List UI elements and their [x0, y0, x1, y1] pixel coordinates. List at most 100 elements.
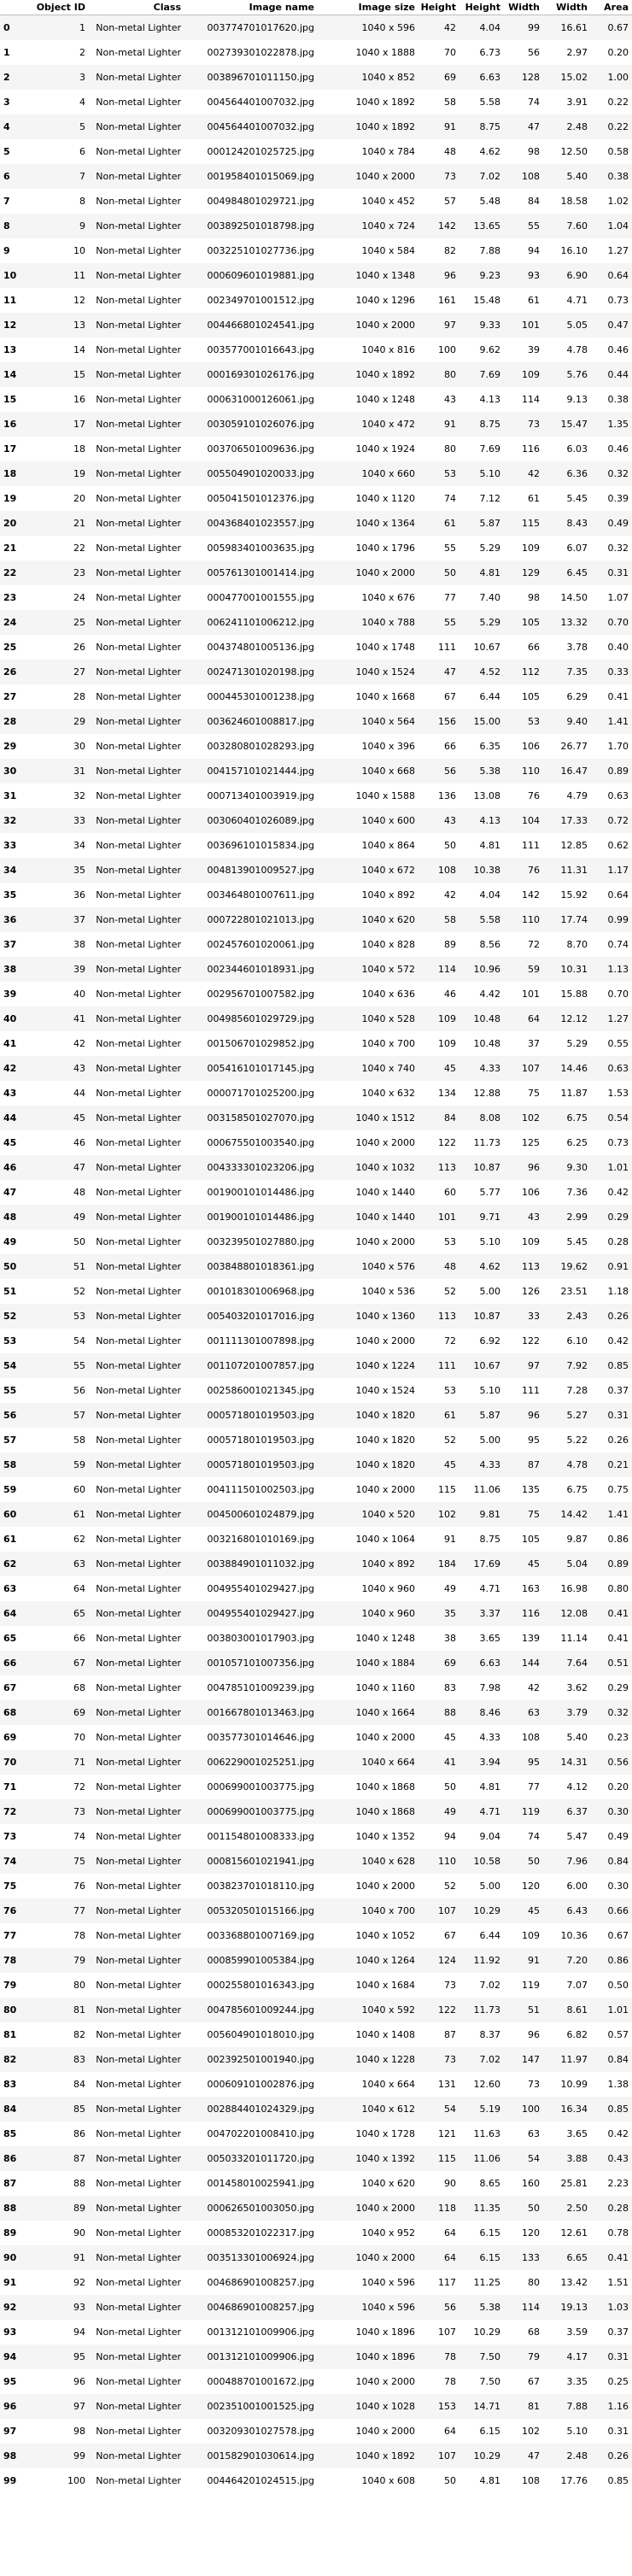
- table-cell: 1040 x 960: [361, 1582, 416, 1594]
- table-cell: Non-metal Lighter: [96, 2177, 181, 2189]
- table-cell: 75: [73, 1855, 85, 1867]
- table-cell: 0.22: [607, 120, 629, 132]
- table-cell: 122: [438, 1136, 456, 1148]
- table-cell: 33: [528, 1310, 540, 1322]
- table-cell: 1040 x 1728: [355, 2127, 416, 2139]
- row-index: 21: [3, 542, 17, 554]
- table-cell: 005983401003635.jpg: [207, 542, 315, 554]
- table-cell: 50: [444, 839, 456, 851]
- table-cell: 0.70: [607, 616, 629, 628]
- table-cell: 4.33: [479, 1731, 501, 1743]
- table-cell: 63: [73, 1558, 85, 1570]
- table-cell: 0.75: [607, 1483, 629, 1495]
- table-cell: 107: [438, 2450, 456, 2462]
- table-cell: 1040 x 852: [361, 71, 416, 83]
- table-cell: 107: [438, 2326, 456, 2338]
- table-cell: 32: [73, 789, 85, 801]
- row-index: 29: [3, 740, 17, 752]
- table-cell: 63: [528, 2127, 540, 2139]
- table-cell: 134: [438, 1087, 456, 1099]
- table-cell: 71: [73, 1756, 85, 1768]
- table-cell: 1040 x 1064: [355, 1533, 416, 1545]
- table-cell: 7.12: [479, 492, 501, 504]
- table-cell: 004702201008410.jpg: [207, 2127, 315, 2139]
- table-cell: 4.79: [566, 789, 588, 801]
- table-cell: 24: [73, 591, 85, 603]
- table-cell: 96: [528, 2028, 540, 2040]
- row-index: 52: [3, 1310, 17, 1322]
- table-cell: 10.48: [473, 1037, 501, 1049]
- table-row: 49 50 Non-metal Lighter 003239501027880.jpg…: [0, 1229, 632, 1254]
- table-cell: 1040 x 1884: [355, 1657, 416, 1669]
- table-cell: 60: [73, 1483, 85, 1495]
- table-cell: 39: [73, 963, 85, 975]
- table-cell: 1040 x 1224: [355, 1359, 416, 1371]
- table-row: 69 70 Non-metal Lighter 003577301014646.jpg…: [0, 1725, 632, 1750]
- table-cell: 73: [528, 418, 540, 430]
- table-cell: 0.20: [607, 46, 629, 58]
- table-cell: 0.73: [607, 1136, 629, 1148]
- row-index: 59: [3, 1483, 17, 1495]
- column-header: Class: [89, 0, 184, 15]
- table-cell: 1040 x 2000: [355, 1235, 416, 1247]
- row-index: 73: [3, 1830, 17, 1842]
- table-cell: 1040 x 1408: [355, 2028, 416, 2040]
- table-cell: Non-metal Lighter: [96, 96, 181, 108]
- table-cell: 006241101006212.jpg: [207, 616, 315, 628]
- table-row: 96 97 Non-metal Lighter 002351001001525.jpg…: [0, 2394, 632, 2419]
- table-row: 51 52 Non-metal Lighter 001018301006968.jpg…: [0, 1279, 632, 1304]
- table-cell: 0.66: [607, 1904, 629, 1916]
- table-cell: 5.77: [479, 1186, 501, 1198]
- table-cell: 6.37: [566, 1805, 588, 1817]
- table-cell: Non-metal Lighter: [96, 145, 181, 157]
- table-row: 18 19 Non-metal Lighter 005504901020033.jpg…: [0, 461, 632, 486]
- table-cell: 52: [444, 1285, 456, 1297]
- table-cell: 0.44: [607, 368, 629, 380]
- row-index: 11: [3, 294, 17, 306]
- table-cell: 5.05: [566, 319, 588, 331]
- table-row: 30 31 Non-metal Lighter 004157101021444.jpg…: [0, 759, 632, 783]
- table-cell: 13.08: [473, 789, 501, 801]
- table-row: 16 17 Non-metal Lighter 003059101026076.jpg…: [0, 412, 632, 437]
- table-cell: 1040 x 1440: [355, 1211, 416, 1223]
- table-cell: 121: [438, 2127, 456, 2139]
- table-cell: 3.65: [566, 2127, 588, 2139]
- table-cell: 1040 x 1028: [355, 2400, 416, 2412]
- table-cell: 108: [522, 170, 540, 182]
- table-cell: 1040 x 472: [361, 418, 416, 430]
- table-cell: 5.48: [479, 195, 501, 207]
- table-cell: 5: [79, 120, 85, 132]
- table-cell: 6.29: [566, 690, 588, 702]
- table-cell: 6.63: [479, 71, 501, 83]
- table-cell: Non-metal Lighter: [96, 393, 181, 405]
- table-cell: 1040 x 828: [361, 938, 416, 950]
- table-cell: 001107201007857.jpg: [207, 1359, 315, 1371]
- table-row: 2 3 Non-metal Lighter 003896701011150.jpg 10…: [0, 65, 632, 90]
- table-cell: 004984801029721.jpg: [207, 195, 315, 207]
- table-cell: 003696101015834.jpg: [207, 839, 315, 851]
- table-cell: 49: [444, 1582, 456, 1594]
- table-row: 31 32 Non-metal Lighter 000713401003919.jpg…: [0, 783, 632, 808]
- table-cell: 0.85: [607, 1359, 629, 1371]
- table-cell: 5.29: [566, 1037, 588, 1049]
- table-cell: 1040 x 1588: [355, 789, 416, 801]
- table-cell: 73: [528, 2078, 540, 2090]
- table-cell: 7.36: [566, 1186, 588, 1198]
- table-cell: 6.65: [566, 2251, 588, 2263]
- table-cell: 0.41: [607, 1607, 629, 1619]
- table-cell: 004464201024515.jpg: [207, 2474, 315, 2486]
- table-cell: 6.44: [479, 690, 501, 702]
- row-index: 89: [3, 2227, 17, 2239]
- table-cell: 104: [522, 814, 540, 826]
- column-header: Width: [504, 0, 543, 15]
- row-index: 53: [3, 1335, 17, 1347]
- row-index: 74: [3, 1855, 17, 1867]
- table-cell: 86: [73, 2127, 85, 2139]
- table-row: 71 72 Non-metal Lighter 000699001003775.jpg…: [0, 1775, 632, 1799]
- table-cell: 50: [73, 1235, 85, 1247]
- table-cell: 142: [522, 889, 540, 901]
- table-cell: 11.31: [560, 864, 588, 876]
- table-cell: 8.37: [479, 2028, 501, 2040]
- table-cell: 0.54: [607, 1112, 629, 1124]
- table-cell: 003060401026089.jpg: [207, 814, 315, 826]
